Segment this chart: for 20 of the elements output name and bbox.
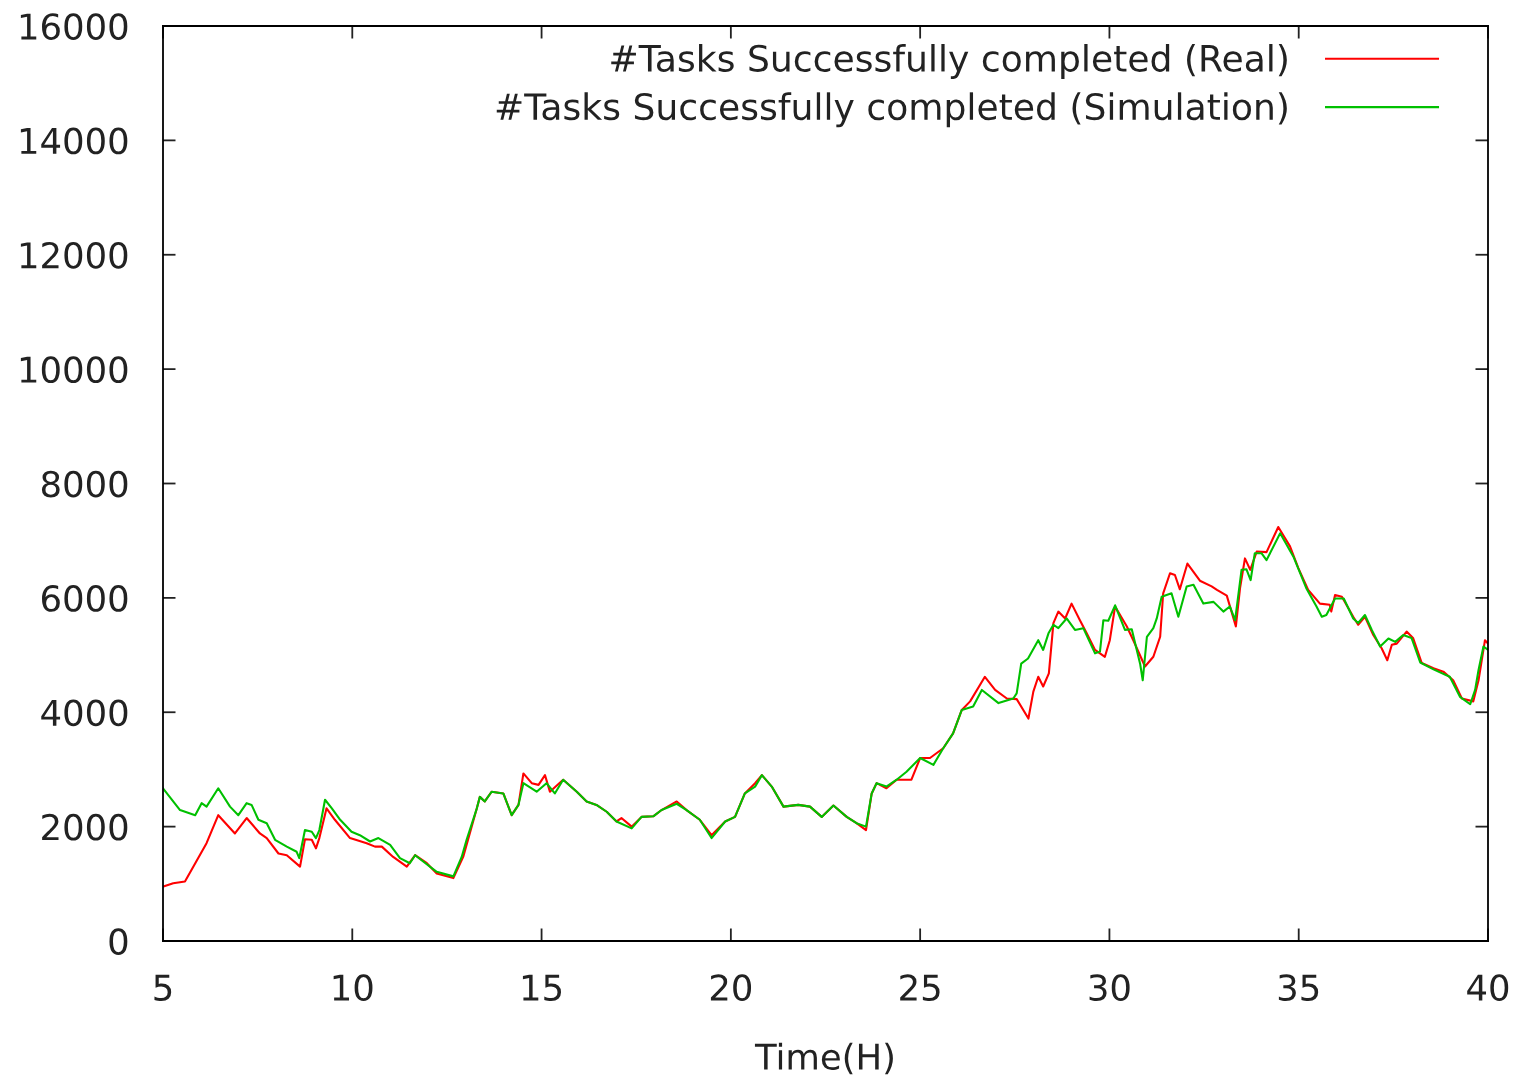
- x-tick-label: 15: [522, 974, 562, 1002]
- y-tick-label: 14000: [20, 127, 128, 155]
- y-tick-label: 4000: [41, 699, 128, 727]
- y-tick-label: 2000: [42, 813, 128, 841]
- x-tick-label: 35: [1278, 974, 1319, 1002]
- x-tick-label: 20: [710, 974, 752, 1002]
- x-tick-label: 30: [1089, 974, 1130, 1002]
- y-tick-label: 0: [109, 928, 128, 955]
- legend-label: #Tasks Successfully completed (Real): [611, 44, 1287, 79]
- x-tick-label: 40: [1467, 974, 1509, 1002]
- y-tick-label: 10000: [20, 356, 128, 384]
- y-tick-label: 6000: [42, 585, 128, 612]
- x-tick-label: 25: [900, 974, 940, 1002]
- x-axis-title: Time(H): [754, 1042, 893, 1075]
- legend-label: #Tasks Successfully completed (Simulation): [496, 92, 1287, 128]
- y-tick-label: 8000: [41, 470, 128, 498]
- y-tick-label: 16000: [20, 13, 128, 40]
- y-tick-label: 12000: [20, 241, 128, 269]
- x-tick-label: 10: [333, 974, 373, 1002]
- x-tick-label: 5: [154, 974, 172, 1002]
